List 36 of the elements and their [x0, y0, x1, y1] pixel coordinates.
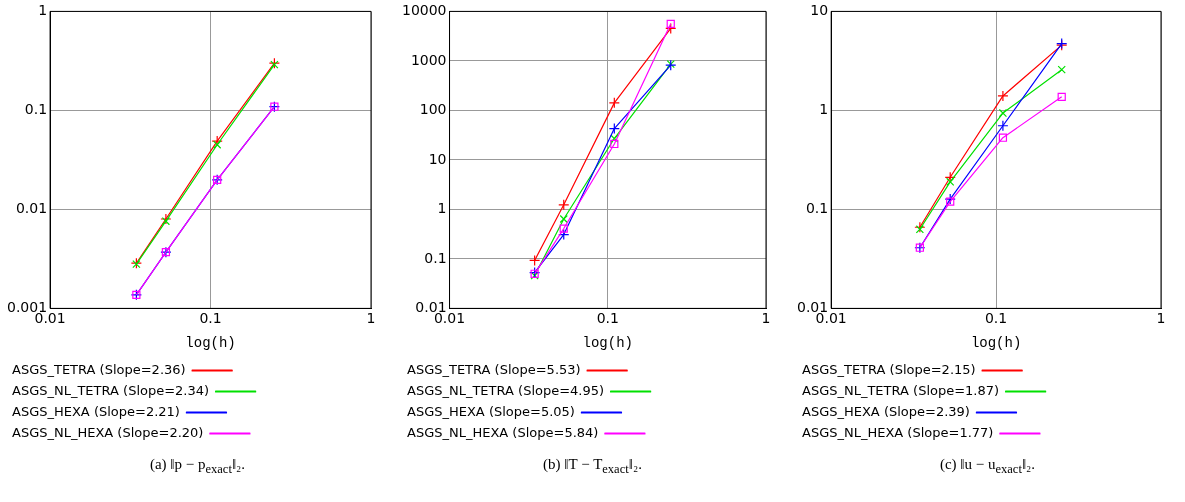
y-tick-label: 0.1 [805, 200, 829, 217]
y-tick-label: 100 [419, 101, 447, 118]
x-axis-title: log(h) [185, 335, 236, 352]
y-tick-label: 1000 [410, 51, 447, 68]
legend-label: ASGS_NL_TETRA (Slope=2.34) [11, 382, 210, 398]
legend-label: ASGS_TETRA (Slope=2.15) [801, 361, 976, 377]
y-tick-label: 10 [428, 150, 447, 167]
y-tick-label: 0.01 [15, 200, 48, 217]
legend-label: ASGS_HEXA (Slope=2.39) [801, 403, 970, 419]
text: (a) ‖p − p$_{exact}$‖₂. [149, 456, 246, 477]
y-tick-label: 0.1 [24, 101, 48, 118]
x-tick-label: 0.1 [984, 310, 1008, 327]
y-tick-label: 1 [819, 101, 829, 118]
text: (b) ‖T − T$_{exact}$‖₂. [543, 456, 642, 477]
legend-label: ASGS_HEXA (Slope=2.21) [11, 403, 180, 419]
legend-label: ASGS_NL_TETRA (Slope=4.95) [406, 382, 605, 398]
y-tick-label: 1 [437, 200, 447, 217]
y-tick-label: 0.1 [424, 249, 447, 266]
y-tick-label: 1 [38, 2, 48, 19]
legend-label: ASGS_NL_HEXA (Slope=5.84) [406, 424, 599, 440]
x-axis-title: log(h) [970, 335, 1022, 352]
legend-label: ASGS_HEXA (Slope=5.05) [406, 403, 575, 419]
legend-label: ASGS_NL_HEXA (Slope=1.77) [801, 424, 994, 440]
x-tick-label: 1 [1156, 310, 1166, 327]
x-tick-label: 0.1 [199, 310, 222, 327]
y-tick-label: 10000 [401, 2, 447, 19]
text: (c) ‖u − u$_{exact}$‖₂. [939, 456, 1036, 477]
x-tick-label: 0.1 [596, 310, 619, 327]
legend-label: ASGS_NL_HEXA (Slope=2.20) [11, 424, 204, 440]
y-tick-label: 10 [810, 2, 829, 19]
x-tick-label: 1 [761, 310, 771, 327]
legend-label: ASGS_TETRA (Slope=2.36) [11, 361, 186, 377]
legend-label: ASGS_TETRA (Slope=5.53) [406, 361, 581, 377]
x-tick-label: 1 [366, 310, 376, 327]
x-axis-title: log(h) [582, 335, 633, 352]
legend-label: ASGS_NL_TETRA (Slope=1.87) [801, 382, 1000, 398]
